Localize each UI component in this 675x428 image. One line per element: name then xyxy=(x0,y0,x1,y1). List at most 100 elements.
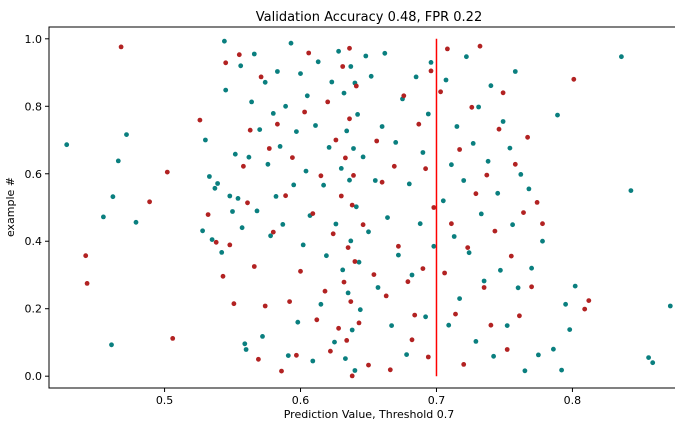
data-point-teal xyxy=(567,327,573,332)
data-point-teal xyxy=(443,77,449,83)
data-point-teal xyxy=(283,103,288,109)
data-point-teal xyxy=(318,301,324,307)
data-point-teal xyxy=(355,112,360,117)
data-point-red xyxy=(360,222,366,228)
data-point-teal xyxy=(348,64,354,69)
data-point-red xyxy=(287,299,292,304)
x-tick-label: 0.6 xyxy=(292,394,310,407)
data-point-teal xyxy=(473,339,479,344)
data-point-teal xyxy=(329,79,335,85)
data-point-red xyxy=(571,76,577,82)
data-point-teal xyxy=(357,307,363,313)
data-point-red xyxy=(118,44,124,50)
data-point-teal xyxy=(200,228,206,234)
data-point-red xyxy=(405,279,411,285)
data-point-red xyxy=(279,368,284,374)
data-point-red xyxy=(469,104,475,110)
data-point-red xyxy=(205,212,211,218)
data-point-red xyxy=(496,126,502,132)
data-point-teal xyxy=(230,209,235,214)
data-point-red xyxy=(477,43,483,49)
data-point-teal xyxy=(64,142,70,148)
data-point-red xyxy=(306,50,312,56)
data-point-teal xyxy=(315,59,321,65)
y-axis-ticks: 0.0 0.2 0.4 0.6 0.8 1.0 xyxy=(25,33,49,383)
data-point-teal xyxy=(270,111,276,116)
data-point-teal xyxy=(326,145,332,150)
data-point-teal xyxy=(347,177,352,183)
data-point-teal xyxy=(232,151,238,157)
data-point-red xyxy=(343,155,348,161)
y-tick-label: 0.6 xyxy=(25,168,43,181)
chart-title: Validation Accuracy 0.48, FPR 0.22 xyxy=(256,10,482,25)
data-point-teal xyxy=(510,222,515,228)
data-point-teal xyxy=(491,353,496,359)
data-point-red xyxy=(351,173,356,178)
data-point-red xyxy=(220,273,226,279)
y-tick-label: 0.8 xyxy=(25,100,43,113)
data-point-red xyxy=(387,367,393,373)
data-point-teal xyxy=(478,211,484,217)
data-point-teal xyxy=(461,178,467,183)
data-point-teal xyxy=(628,188,634,194)
data-point-red xyxy=(330,231,336,237)
data-point-teal xyxy=(101,214,106,220)
data-point-teal xyxy=(294,129,299,135)
data-point-teal xyxy=(313,123,318,128)
points-layer xyxy=(64,38,673,379)
data-point-teal xyxy=(304,93,310,99)
data-point-teal xyxy=(559,367,564,373)
data-point-teal xyxy=(449,162,454,168)
data-point-teal xyxy=(209,237,215,243)
data-point-teal xyxy=(265,161,271,167)
data-point-teal xyxy=(551,346,556,352)
data-point-teal xyxy=(285,353,291,358)
data-point-teal xyxy=(518,172,524,177)
data-point-teal xyxy=(219,250,225,255)
data-point-red xyxy=(347,45,352,51)
data-point-teal xyxy=(341,90,347,96)
data-point-teal xyxy=(340,267,346,273)
data-point-teal xyxy=(485,158,491,164)
data-point-red xyxy=(431,205,437,210)
data-point-red xyxy=(396,243,401,249)
data-point-red xyxy=(262,303,268,309)
data-point-teal xyxy=(353,204,359,210)
data-point-red xyxy=(328,348,333,354)
data-point-teal xyxy=(379,124,385,129)
data-point-teal xyxy=(425,111,431,117)
data-point-red xyxy=(227,242,233,248)
data-point-teal xyxy=(428,60,434,65)
data-point-teal xyxy=(268,233,273,239)
data-point-red xyxy=(245,200,250,206)
data-point-teal xyxy=(366,229,371,235)
data-point-teal xyxy=(321,182,326,188)
data-point-red xyxy=(353,83,359,89)
data-point-teal xyxy=(495,190,501,196)
data-point-red xyxy=(423,166,428,172)
data-point-red xyxy=(484,172,490,178)
data-point-red xyxy=(231,301,237,307)
data-point-red xyxy=(318,173,324,179)
data-point-teal xyxy=(343,356,348,361)
data-point-teal xyxy=(239,225,245,231)
data-point-teal xyxy=(498,267,503,273)
data-point-red xyxy=(197,117,203,123)
data-point-red xyxy=(481,285,487,290)
y-tick-label: 0.4 xyxy=(25,235,43,248)
data-point-teal xyxy=(242,341,248,347)
data-point-teal xyxy=(109,342,114,348)
data-point-teal xyxy=(464,54,469,60)
y-tick-label: 1.0 xyxy=(25,33,43,46)
data-point-red xyxy=(492,228,498,234)
data-point-red xyxy=(344,338,350,343)
data-point-red xyxy=(322,288,328,294)
data-point-teal xyxy=(470,141,476,146)
data-point-red xyxy=(438,89,443,95)
data-point-teal xyxy=(227,193,233,199)
plot-frame xyxy=(48,26,675,389)
data-point-teal xyxy=(235,196,241,201)
data-point-teal xyxy=(262,79,268,85)
